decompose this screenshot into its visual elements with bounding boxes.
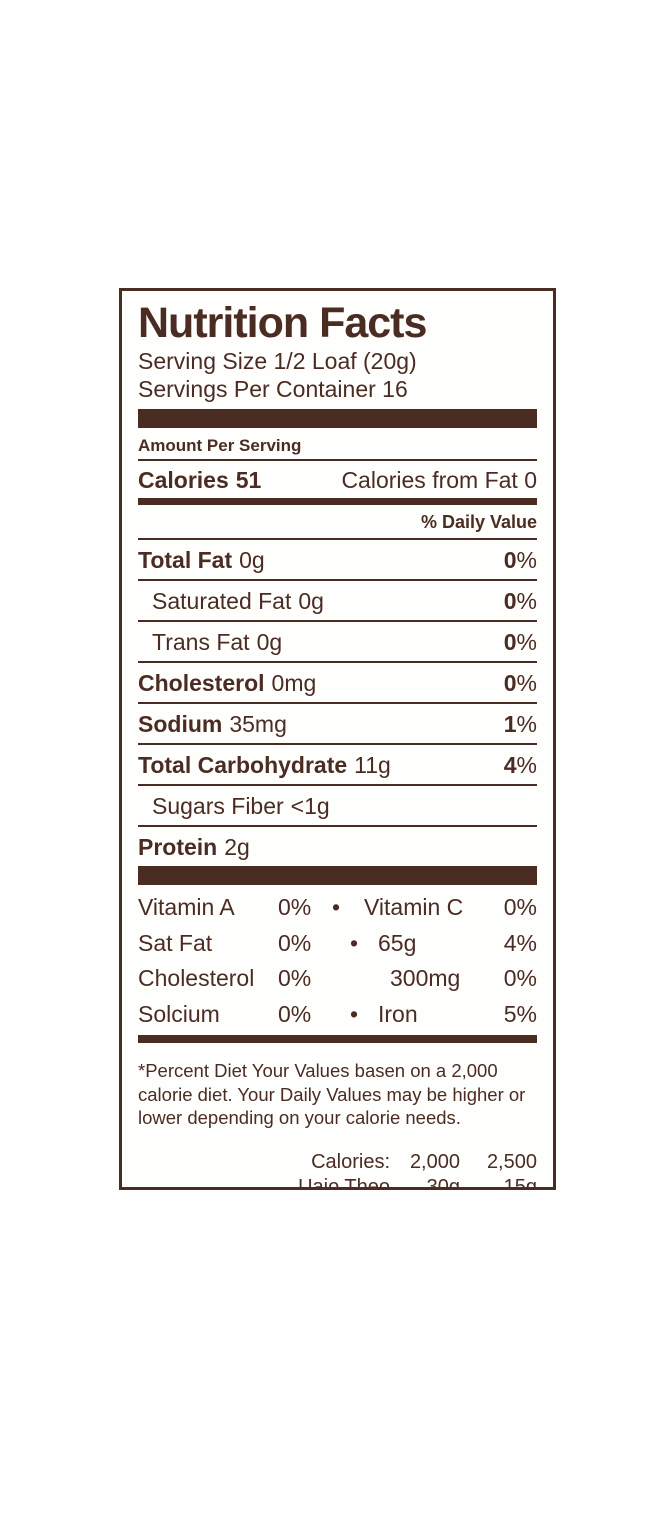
- nutrient-row-protein: Protein 2g: [138, 834, 250, 860]
- footnote-line: lower depending on your calorie needs.: [138, 1107, 461, 1128]
- nutrition-facts-label: Nutrition Facts Serving Size 1/2 Loaf (2…: [119, 288, 556, 1190]
- footer-table-cutoff-row: Uaio Theo 30g 15g: [298, 1175, 537, 1190]
- daily-value: 0%: [503, 588, 537, 614]
- bullet: •: [349, 929, 358, 956]
- vitamin-row: Solcium 0% • Iron 5%: [138, 1000, 537, 1027]
- vitamin-row: Cholesterol 0% 300mg 0%: [138, 965, 537, 992]
- footer-table-header-row: Calories: 2,000 2,500: [311, 1150, 537, 1173]
- daily-value-header: % Daily Value: [138, 505, 537, 540]
- bullet: •: [349, 1000, 358, 1027]
- daily-value: 0%: [503, 547, 537, 573]
- daily-value: 1%: [503, 711, 537, 737]
- calories-value: Calories 51: [138, 467, 262, 493]
- footer-table: Calories: 2,000 2,500 Uaio Theo 30g 15g: [138, 1150, 537, 1190]
- calories-from-fat: Calories from Fat 0: [341, 467, 537, 493]
- amount-per-serving-heading: Amount Per Serving: [138, 437, 537, 461]
- servings-per-container: Servings Per Container 16: [138, 376, 408, 402]
- label-title: Nutrition Facts: [138, 299, 427, 347]
- nutrient-row-sugars-fiber: Sugars Fiber <1g: [138, 786, 537, 827]
- bullet: •: [332, 894, 341, 921]
- nutrient-row-saturated-fat: Saturated Fat 0g 0%: [138, 581, 537, 622]
- vitamins-section: Vitamin A 0% • Vitamin C 0% Sat Fat 0% •…: [138, 890, 537, 1032]
- separator-bar-thick: [138, 866, 537, 885]
- nutrient-row-sodium: Sodium 35mg 1%: [138, 704, 537, 745]
- footnote-line: *Percent Diet Your Values basen on a 2,0…: [138, 1060, 498, 1081]
- daily-value: 0%: [503, 629, 537, 655]
- nutrient-row-cholesterol: Cholesterol 0mg 0%: [138, 663, 537, 704]
- serving-size: Serving Size 1/2 Loaf (20g): [138, 348, 417, 374]
- nutrient-row-trans-fat: Trans Fat 0g 0%: [138, 622, 537, 663]
- footnote-line: calorie diet. Your Daily Values may be h…: [138, 1083, 526, 1105]
- footnote: *Percent Diet Your Values basen on a 2,0…: [138, 1059, 537, 1130]
- nutrient-row-total-carbohydrate: Total Carbohydrate 11g 4%: [138, 745, 537, 786]
- vitamin-row: Sat Fat 0% • 65g 4%: [138, 929, 537, 956]
- daily-value: 4%: [503, 752, 537, 778]
- calories-row: Calories 51 Calories from Fat 0: [138, 461, 537, 498]
- vitamin-row: Vitamin A 0% • Vitamin C 0%: [138, 894, 537, 921]
- separator-bar-medium: [138, 1035, 537, 1043]
- daily-value: 0%: [503, 670, 537, 696]
- nutrient-row-total-fat: Total Fat 0g 0%: [138, 540, 537, 581]
- separator-bar-thick: [138, 409, 537, 428]
- separator-bar-medium: [138, 498, 537, 505]
